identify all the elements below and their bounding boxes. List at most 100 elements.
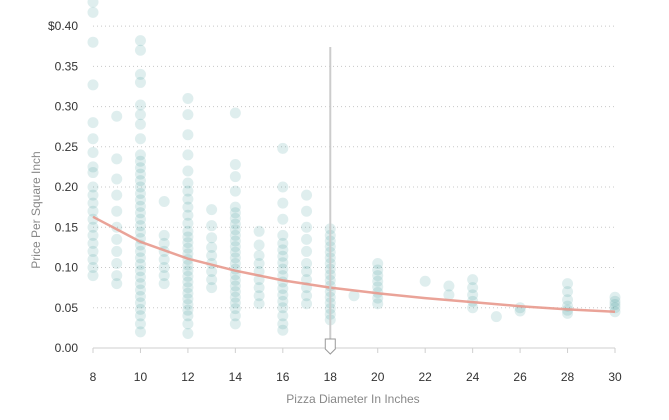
data-point[interactable]	[253, 258, 265, 269]
data-point[interactable]	[277, 302, 289, 314]
data-point[interactable]	[87, 133, 99, 145]
data-point[interactable]	[134, 258, 146, 270]
data-point[interactable]	[206, 204, 218, 216]
data-point[interactable]	[134, 326, 146, 338]
data-point[interactable]	[253, 249, 265, 261]
data-point[interactable]	[182, 209, 194, 221]
data-point[interactable]	[134, 99, 146, 111]
data-point[interactable]	[229, 303, 241, 315]
data-point[interactable]	[87, 197, 99, 209]
data-point[interactable]	[229, 107, 241, 119]
data-point[interactable]	[348, 290, 360, 302]
data-point[interactable]	[182, 185, 194, 197]
data-point[interactable]	[134, 265, 146, 277]
data-point[interactable]	[229, 159, 241, 171]
data-point[interactable]	[229, 286, 241, 298]
data-point[interactable]	[182, 129, 194, 141]
data-point[interactable]	[372, 258, 384, 269]
data-point[interactable]	[467, 274, 479, 286]
data-point[interactable]	[301, 290, 313, 302]
data-point[interactable]	[206, 241, 218, 253]
data-point[interactable]	[490, 311, 502, 323]
data-point[interactable]	[182, 276, 194, 288]
data-point[interactable]	[134, 220, 146, 232]
data-point[interactable]	[134, 297, 146, 309]
data-point[interactable]	[182, 165, 194, 177]
data-point[interactable]	[229, 252, 241, 264]
data-point[interactable]	[229, 218, 241, 230]
data-point[interactable]	[372, 275, 384, 287]
data-point[interactable]	[182, 242, 194, 254]
data-point[interactable]	[158, 278, 170, 290]
data-point[interactable]	[87, 0, 99, 8]
data-point[interactable]	[134, 168, 146, 180]
data-point[interactable]	[111, 205, 123, 217]
data-point[interactable]	[182, 304, 194, 316]
data-point[interactable]	[467, 302, 479, 314]
data-point[interactable]	[111, 270, 123, 282]
data-point[interactable]	[134, 175, 146, 187]
data-point[interactable]	[134, 310, 146, 322]
data-point[interactable]	[87, 6, 99, 18]
data-point[interactable]	[87, 262, 99, 274]
data-point[interactable]	[206, 274, 218, 286]
data-point[interactable]	[134, 133, 146, 145]
data-point[interactable]	[111, 278, 123, 290]
data-point[interactable]	[562, 294, 574, 306]
data-point[interactable]	[277, 213, 289, 225]
data-point[interactable]	[253, 225, 265, 237]
data-point[interactable]	[206, 266, 218, 278]
data-point[interactable]	[229, 274, 241, 286]
data-point[interactable]	[134, 155, 146, 167]
data-point[interactable]	[253, 290, 265, 302]
data-point[interactable]	[443, 280, 455, 292]
data-point[interactable]	[253, 298, 265, 310]
data-point[interactable]	[87, 146, 99, 158]
data-point[interactable]	[134, 149, 146, 161]
data-point[interactable]	[206, 249, 218, 261]
data-point[interactable]	[182, 299, 194, 311]
data-point[interactable]	[301, 205, 313, 217]
data-point[interactable]	[182, 328, 194, 340]
data-point[interactable]	[87, 189, 99, 201]
data-point[interactable]	[111, 153, 123, 165]
data-point[interactable]	[87, 237, 99, 249]
data-point[interactable]	[229, 185, 241, 197]
data-point[interactable]	[206, 220, 218, 232]
data-point[interactable]	[134, 187, 146, 199]
data-point[interactable]	[277, 142, 289, 154]
data-point[interactable]	[158, 262, 170, 274]
data-point[interactable]	[277, 270, 289, 282]
data-point[interactable]	[134, 252, 146, 264]
data-point[interactable]	[134, 76, 146, 88]
data-point[interactable]	[301, 189, 313, 201]
data-point[interactable]	[182, 265, 194, 277]
data-point[interactable]	[301, 266, 313, 278]
data-point[interactable]	[277, 324, 289, 336]
data-point[interactable]	[277, 197, 289, 209]
data-point[interactable]	[87, 181, 99, 193]
data-point[interactable]	[87, 205, 99, 217]
data-point[interactable]	[158, 229, 170, 241]
data-point[interactable]	[253, 239, 265, 251]
data-point[interactable]	[134, 118, 146, 130]
data-point[interactable]	[206, 232, 218, 244]
data-point[interactable]	[111, 258, 123, 269]
data-point[interactable]	[182, 282, 194, 294]
data-point[interactable]	[609, 295, 621, 307]
data-point[interactable]	[111, 233, 123, 245]
data-point[interactable]	[134, 181, 146, 193]
data-point[interactable]	[134, 207, 146, 219]
data-point[interactable]	[609, 291, 621, 303]
data-point[interactable]	[301, 233, 313, 245]
data-point[interactable]	[182, 201, 194, 213]
data-point[interactable]	[182, 149, 194, 161]
data-point[interactable]	[229, 207, 241, 219]
data-point[interactable]	[277, 257, 289, 269]
data-point[interactable]	[111, 245, 123, 257]
data-point[interactable]	[134, 162, 146, 174]
data-point[interactable]	[87, 167, 99, 179]
cursor[interactable]	[324, 47, 336, 355]
data-point[interactable]	[301, 221, 313, 233]
data-point[interactable]	[229, 229, 241, 241]
